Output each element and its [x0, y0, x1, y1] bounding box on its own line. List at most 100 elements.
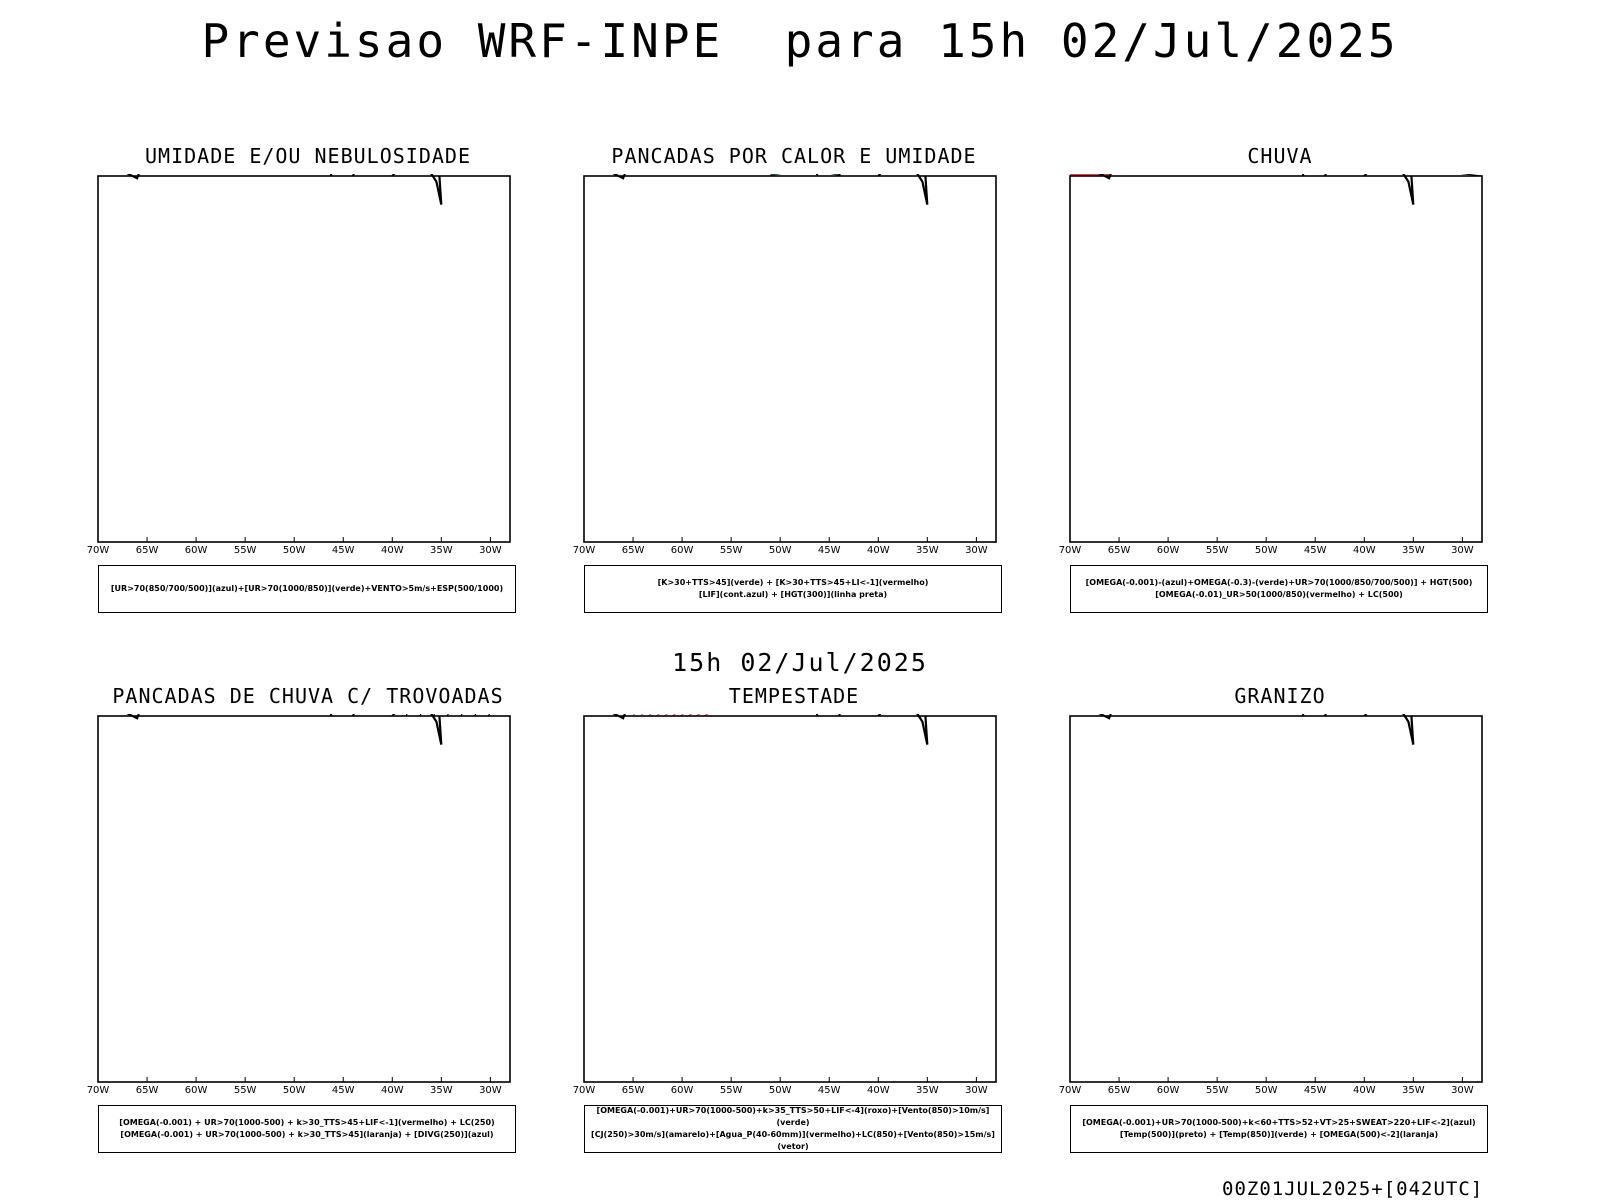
- run-info-label: 00Z01JUL2025+[042UTC]: [1222, 1178, 1484, 1200]
- lon-label: 40W: [867, 545, 890, 556]
- geography-layer: [1098, 714, 1415, 745]
- lon-label: 30W: [965, 545, 988, 556]
- lon-label: 70W: [1059, 545, 1082, 556]
- lon-label: 65W: [622, 1085, 645, 1096]
- lon-label: 45W: [1304, 1085, 1327, 1096]
- map-frame: [1069, 715, 1483, 1083]
- geography-layer: [612, 174, 929, 205]
- lon-label: 60W: [185, 1085, 208, 1096]
- lon-label: 50W: [1255, 545, 1278, 556]
- lon-label: 35W: [916, 545, 939, 556]
- data-layer: 9600960096009520952095209440944093609360…: [770, 174, 839, 176]
- border-line: [1098, 174, 1112, 180]
- lon-label: 55W: [1206, 1085, 1229, 1096]
- lon-label: 60W: [1157, 1085, 1180, 1096]
- map-chuva: 5820582579576573570567564561558555582579…: [1059, 174, 1483, 556]
- lon-label: 35W: [430, 1085, 453, 1096]
- map-frame: [583, 175, 997, 543]
- lon-label: 55W: [1206, 545, 1229, 556]
- lon-label: 60W: [671, 545, 694, 556]
- lon-label: 60W: [185, 545, 208, 556]
- lon-label: 55W: [720, 1085, 743, 1096]
- lon-label: 50W: [1255, 1085, 1278, 1096]
- lon-label: 50W: [769, 1085, 792, 1096]
- main-title: Previsao WRF-INPE para 15h 02/Jul/2025: [201, 14, 1399, 68]
- legend-line: [OMEGA(-0.001) + UR>70(1000-500) + k>30_…: [119, 1118, 495, 1127]
- panel-legend: [OMEGA(-0.001)+UR>70(1000-500)+k>35_TTS>…: [584, 1105, 1002, 1153]
- legend-line: [K>30+TTS>45](verde) + [K>30+TTS>45+LI<-…: [657, 578, 929, 587]
- lon-label: 45W: [332, 545, 355, 556]
- panel-legend: [UR>70(850/700/500)](azul)+[UR>70(1000/8…: [98, 565, 516, 613]
- legend-line: [OMEGA(-0.001)-(azul)+OMEGA(-0.3)-(verde…: [1085, 578, 1473, 587]
- panel-legend: [OMEGA(-0.001)-(azul)+OMEGA(-0.3)-(verde…: [1070, 565, 1488, 613]
- lon-label: 30W: [1451, 545, 1474, 556]
- lon-label: 40W: [381, 545, 404, 556]
- lon-label: 65W: [622, 545, 645, 556]
- lon-label: 55W: [234, 545, 257, 556]
- lon-label: 30W: [965, 1085, 988, 1096]
- map-umidade: 1016101610201016102410201028103210281024…: [87, 174, 511, 556]
- coastline: [916, 174, 929, 205]
- lon-label: 45W: [818, 545, 841, 556]
- map-trovoadas: 12S15S18S21S24S27S30S33S36S39S42S70W65W6…: [87, 714, 511, 1096]
- panel-legend: [OMEGA(-0.001) + UR>70(1000-500) + k>30_…: [98, 1105, 516, 1153]
- panel-trovoadas: PANCADAS DE CHUVA C/ TROVOADAS 12S15S18S…: [52, 684, 552, 1164]
- forecast-time-label: 15h 02/Jul/2025: [672, 648, 928, 677]
- lon-label: 65W: [1108, 1085, 1131, 1096]
- lon-label: 35W: [430, 545, 453, 556]
- legend-line: [UR>70(850/700/500)](azul)+[UR>70(1000/8…: [110, 584, 504, 593]
- map-frame: [97, 715, 511, 1083]
- lon-label: 35W: [1402, 1085, 1425, 1096]
- coastline: [916, 714, 929, 745]
- map-frame: [1069, 175, 1483, 543]
- legend-line: [OMEGA(-0.001)+UR>70(1000-500)+k<60+TTS>…: [1082, 1118, 1476, 1127]
- lon-label: 35W: [1402, 545, 1425, 556]
- lon-label: 45W: [332, 1085, 355, 1096]
- lon-label: 65W: [136, 545, 159, 556]
- geography-layer: [126, 174, 443, 205]
- lon-label: 60W: [1157, 545, 1180, 556]
- geography-layer: [126, 714, 443, 745]
- border-line: [126, 714, 140, 720]
- legend-line: [OMEGA(-0.01)_UR>50(1000/850)(vermelho) …: [1155, 590, 1403, 599]
- legend-line: [LIF](cont.azul) + [HGT(300)](linha pret…: [698, 590, 888, 599]
- panel-umidade: UMIDADE E/OU NEBULOSIDADE 10161016102010…: [52, 144, 552, 624]
- coastline: [430, 174, 443, 205]
- lon-label: 30W: [479, 545, 502, 556]
- panel-title: PANCADAS POR CALOR E UMIDADE: [611, 144, 977, 168]
- lon-label: 70W: [573, 545, 596, 556]
- panel-title: UMIDADE E/OU NEBULOSIDADE: [144, 144, 472, 168]
- lon-label: 35W: [916, 1085, 939, 1096]
- legend-line: [OMEGA(-0.001)+UR>70(1000-500)+k>35_TTS>…: [596, 1106, 990, 1127]
- lon-label: 45W: [818, 1085, 841, 1096]
- map-granizo: -9-9-12-12-15-18-21-24-27-12-1512S15S18S…: [1059, 714, 1483, 1096]
- coastline: [1402, 174, 1415, 205]
- lon-label: 50W: [283, 545, 306, 556]
- panel-pancadas-calor: PANCADAS POR CALOR E UMIDADE 96009600960…: [538, 144, 1038, 624]
- lon-label: 55W: [234, 1085, 257, 1096]
- legend-line: [OMEGA(-0.001) + UR>70(1000-500) + k>30_…: [120, 1130, 494, 1139]
- panel-legend: [K>30+TTS>45](verde) + [K>30+TTS>45+LI<-…: [584, 565, 1002, 613]
- panel-legend: [OMEGA(-0.001)+UR>70(1000-500)+k<60+TTS>…: [1070, 1105, 1488, 1153]
- map-pancadas-calor: 9600960096009520952095209440944093609360…: [573, 174, 997, 556]
- coastline: [1402, 714, 1415, 745]
- lon-label: 55W: [720, 545, 743, 556]
- border-line: [126, 174, 140, 180]
- lon-label: 30W: [479, 1085, 502, 1096]
- lon-label: 65W: [136, 1085, 159, 1096]
- coastline: [430, 714, 443, 745]
- lon-label: 70W: [87, 1085, 110, 1096]
- map-frame: [583, 715, 997, 1083]
- lon-label: 70W: [1059, 1085, 1082, 1096]
- lon-label: 30W: [1451, 1085, 1474, 1096]
- lon-label: 70W: [573, 1085, 596, 1096]
- lon-label: 40W: [1353, 1085, 1376, 1096]
- map-tempestade: 12S15S18S21S24S27S30S33S36S39S42S70W65W6…: [573, 714, 997, 1096]
- panel-granizo: GRANIZO -9-9-12-12-15-18-21-24-27-12-151…: [1024, 684, 1524, 1164]
- map-frame: [97, 175, 511, 543]
- lon-label: 40W: [867, 1085, 890, 1096]
- border-line: [612, 174, 626, 180]
- lon-label: 50W: [283, 1085, 306, 1096]
- panel-title: TEMPESTADE: [728, 684, 860, 708]
- lon-label: 70W: [87, 545, 110, 556]
